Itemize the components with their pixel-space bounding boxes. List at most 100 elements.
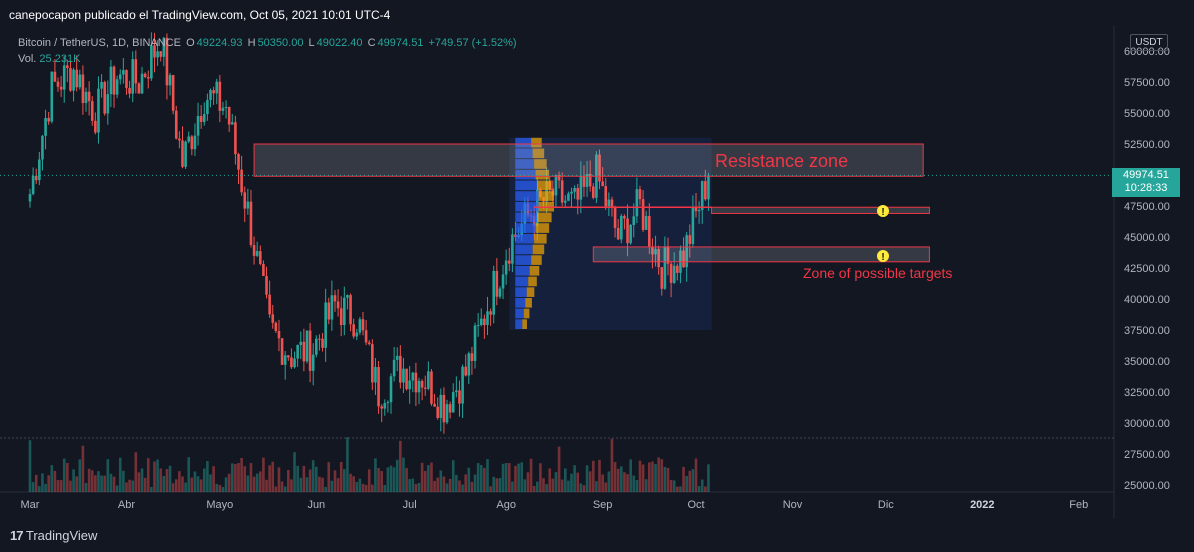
candle-body — [339, 308, 343, 326]
volume-bar — [414, 484, 418, 492]
candle-body — [470, 353, 474, 361]
volume-bar — [651, 461, 654, 492]
volume-bar — [504, 462, 508, 492]
alert-icon — [877, 250, 889, 262]
candle-body — [122, 70, 125, 75]
volume-bar — [327, 462, 331, 492]
volume-bar — [448, 478, 452, 492]
volume-profile-bar — [515, 308, 524, 319]
symbol-label[interactable]: Bitcoin / TetherUS, 1D, BINANCE — [18, 37, 182, 49]
low-label: L — [308, 37, 315, 49]
x-tick-label: Mayo — [206, 499, 233, 511]
bar-countdown: 10:28:33 — [1124, 182, 1168, 194]
volume-bar — [271, 461, 275, 492]
candle-body — [324, 302, 327, 348]
volume-bar — [567, 480, 570, 492]
volume-profile-bar — [515, 148, 533, 159]
candle-body — [651, 246, 654, 255]
candle-body — [685, 235, 688, 268]
volume-profile-bar — [515, 223, 536, 233]
volume-bar — [389, 465, 393, 492]
candle-body — [274, 322, 278, 331]
volume-bar — [162, 475, 166, 492]
volume-profile-bar — [531, 255, 542, 265]
candle-body — [405, 368, 408, 390]
volume-bar — [423, 470, 427, 492]
candle-body — [137, 83, 141, 94]
volume-bar — [184, 482, 187, 492]
candle-body — [153, 45, 156, 58]
y-tick-label: 60000.00 — [1124, 46, 1170, 58]
volume-bar — [321, 477, 324, 492]
volume-bar — [97, 471, 100, 492]
candle-body — [433, 403, 436, 407]
volume-bar — [115, 485, 119, 492]
volume-value: 25.231K — [39, 53, 81, 65]
price-chart[interactable]: 25000.00 27500.00 30000.00 32500.00 35000.00… — [0, 26, 1194, 518]
volume-bar — [146, 458, 150, 492]
candle-body — [495, 270, 499, 297]
volume-bar — [240, 457, 243, 492]
chart-area[interactable]: 25000.00 27500.00 30000.00 32500.00 35000.00… — [0, 26, 1194, 518]
candle-body — [507, 260, 511, 264]
candle-body — [573, 187, 576, 192]
candle-body — [125, 70, 128, 88]
volume-bar — [90, 470, 94, 492]
volume-bar — [31, 482, 35, 492]
candle-body — [159, 51, 163, 57]
volume-bar — [215, 483, 219, 492]
volume-bar — [489, 486, 492, 492]
volume-bar — [324, 486, 327, 492]
volume-bar — [585, 465, 589, 492]
volume-bar — [427, 465, 430, 492]
volume-bar — [610, 438, 614, 492]
volume-bar — [479, 465, 483, 492]
candle-body — [691, 207, 695, 244]
candle-body — [588, 173, 592, 187]
candle-body — [212, 90, 215, 94]
volume-bar — [168, 465, 172, 492]
candle-body — [156, 51, 159, 58]
volume-profile-bar — [532, 148, 545, 159]
volume-bar — [227, 473, 231, 492]
candle-body — [174, 110, 178, 139]
candle-body — [206, 99, 209, 115]
volume-bar — [358, 478, 362, 492]
candle-body — [604, 186, 608, 207]
volume-bar — [53, 470, 57, 492]
candle-body — [352, 324, 355, 337]
volume-bar — [666, 467, 670, 492]
candle-body — [280, 338, 284, 365]
y-tick-label: 25000.00 — [1124, 480, 1170, 492]
candle-body — [504, 260, 508, 275]
candle-body — [632, 216, 636, 225]
candle-body — [613, 207, 617, 229]
volume-bar — [174, 479, 178, 492]
candle-body — [430, 371, 433, 404]
candle-body — [616, 228, 620, 240]
volume-bar — [318, 476, 321, 492]
volume-bar — [212, 466, 215, 492]
candle-body — [554, 175, 558, 196]
volume-profile-bar — [515, 244, 533, 255]
candle-body — [72, 69, 75, 91]
tradingview-logo[interactable]: 17 TradingView — [10, 528, 97, 543]
volume-bar — [657, 457, 660, 492]
volume-bar — [383, 485, 387, 492]
volume-bar — [507, 463, 511, 492]
volume-bar — [461, 484, 464, 492]
volume-bar — [676, 486, 679, 492]
candle-body — [688, 235, 692, 244]
volume-bar — [411, 478, 415, 492]
currency-button[interactable]: USDT — [1130, 34, 1168, 51]
x-tick-label: Sep — [593, 499, 613, 511]
volume-bar — [34, 474, 38, 492]
candle-body — [383, 403, 387, 409]
candle-body — [648, 216, 651, 247]
volume-bar — [579, 483, 583, 492]
volume-profile-bar — [515, 233, 535, 244]
candle-body — [567, 193, 570, 201]
candle-body — [682, 250, 685, 268]
volume-bar — [349, 473, 352, 492]
volume-profile-bar — [515, 169, 536, 180]
